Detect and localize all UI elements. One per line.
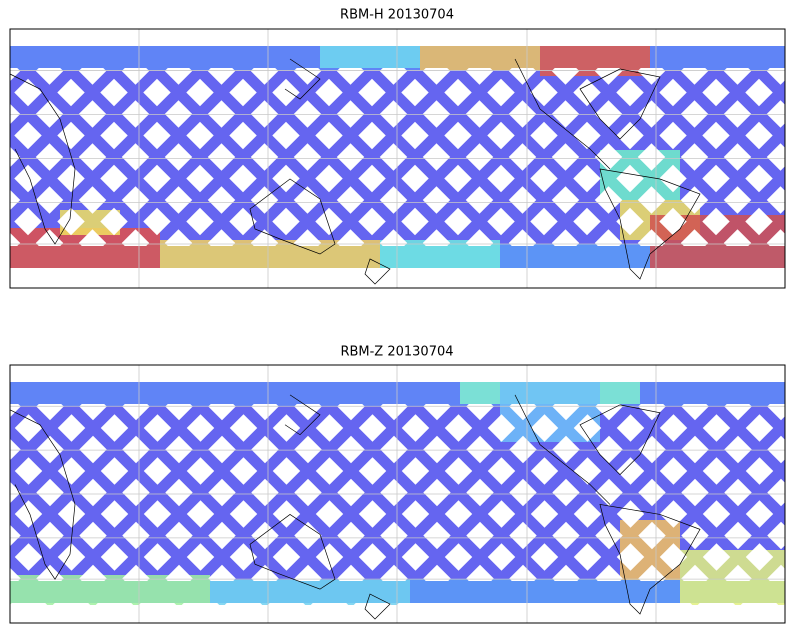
swath-patch (500, 382, 600, 442)
coastline (284, 394, 321, 436)
coastline (284, 58, 321, 100)
coastline (514, 394, 611, 505)
swath-patch (650, 215, 785, 268)
coastline (514, 58, 611, 170)
coastline (9, 73, 76, 245)
coastline (364, 258, 391, 285)
panel-title: RBM-Z 20130704 (340, 345, 453, 360)
swath-patch (620, 520, 680, 580)
coastline (249, 178, 336, 255)
coastline (599, 168, 701, 280)
swath-layer (10, 382, 785, 605)
coastline (579, 68, 661, 140)
swath-patch (60, 210, 120, 235)
swath-patch (210, 580, 410, 605)
coastline (364, 593, 391, 620)
swath-layer (10, 46, 785, 268)
swath-patch (380, 240, 500, 268)
swath-tint (10, 382, 785, 406)
coastline (9, 409, 76, 580)
swath-patch (680, 550, 785, 605)
coastline (249, 513, 336, 590)
coastline (599, 504, 701, 615)
panel-title: RBM-H 20130704 (340, 8, 454, 23)
swath-patch (160, 240, 380, 268)
swath-patch (320, 46, 420, 68)
coastline (579, 404, 661, 476)
swath-patch (420, 46, 540, 70)
swath-patch (600, 150, 680, 200)
swath-patch (10, 575, 210, 605)
map-frame (9, 364, 786, 624)
map-frame (9, 28, 786, 289)
